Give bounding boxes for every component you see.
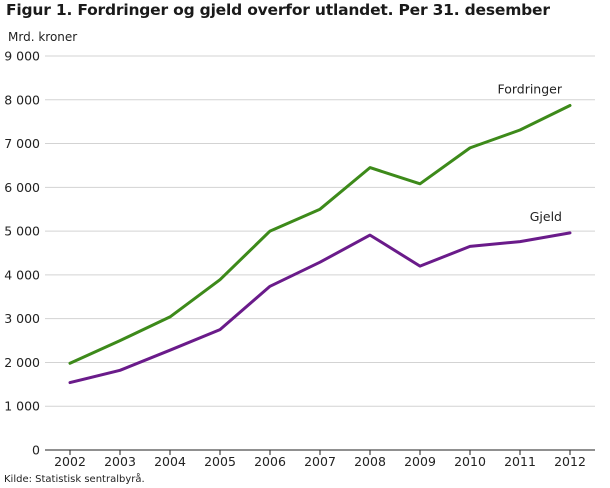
x-tick-label: 2005 <box>204 454 236 469</box>
series-label-fordringer: Fordringer <box>497 81 562 96</box>
x-tick-label: 2007 <box>304 454 336 469</box>
x-tick-label: 2002 <box>54 454 86 469</box>
y-tick-label: 7 000 <box>4 136 40 151</box>
y-tick-label: 0 <box>32 443 40 458</box>
source-note: Kilde: Statistisk sentralbyrå. <box>4 474 145 485</box>
gridlines <box>45 55 595 407</box>
x-tick-label: 2012 <box>554 454 586 469</box>
x-axis: 2002 2003 2004 2005 2006 2007 2008 2009 2010 2011… <box>45 449 595 469</box>
x-tick-label: 2004 <box>154 454 186 469</box>
y-tick-label: 6 000 <box>4 180 40 195</box>
y-tick-label: 8 000 <box>4 92 40 107</box>
x-tick-label: 2003 <box>104 454 136 469</box>
series-labels: Fordringer Gjeld <box>497 81 562 223</box>
y-tick-label: 2 000 <box>4 355 40 370</box>
x-tick-label: 2010 <box>454 454 486 469</box>
series-line-fordringer <box>68 104 572 365</box>
y-tick-label: 3 000 <box>4 311 40 326</box>
x-tick-label: 2011 <box>504 454 536 469</box>
y-axis-label: Mrd. kroner <box>8 30 78 44</box>
x-tick-label: 2009 <box>404 454 436 469</box>
series-line-gjeld <box>68 231 572 385</box>
series-label-gjeld: Gjeld <box>530 209 562 224</box>
y-tick-label: 1 000 <box>4 399 40 414</box>
y-tick-label: 5 000 <box>4 224 40 239</box>
y-tick-label: 9 000 <box>4 49 40 64</box>
y-tick-labels: 0 1 000 2 000 3 000 4 000 5 000 6 000 7 000 8 00… <box>4 49 40 458</box>
x-tick-label: 2008 <box>354 454 386 469</box>
chart-title: Figur 1. Fordringer og gjeld overfor utl… <box>6 1 550 19</box>
y-tick-label: 4 000 <box>4 267 40 282</box>
x-tick-label: 2006 <box>254 454 286 469</box>
series-lines <box>68 104 572 385</box>
